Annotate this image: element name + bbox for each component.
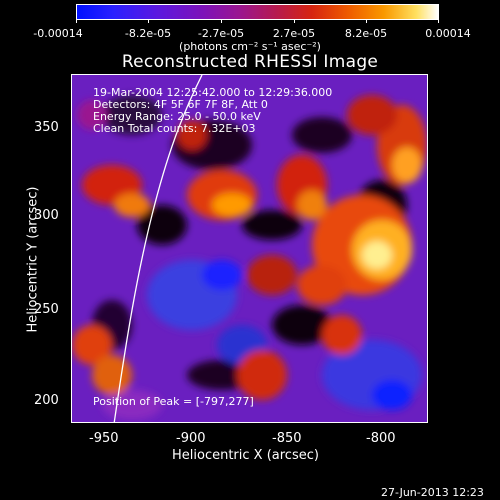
generation-date: 27-Jun-2013 12:23: [381, 486, 484, 499]
heatmap-image: [72, 75, 427, 422]
x-axis-label: Heliocentric X (arcsec): [172, 448, 319, 463]
heatmap-plot: [71, 74, 428, 423]
x-tick-label: -850: [272, 431, 302, 446]
x-tick-label: -900: [176, 431, 206, 446]
colorbar-tick: [438, 19, 439, 23]
plot-title: Reconstructed RHESSI Image: [121, 52, 379, 72]
colorbar-tick-label: -2.7e-05: [197, 27, 245, 40]
time-range-text: 19-Mar-2004 12:25:42.000 to 12:29:36.000: [93, 86, 333, 99]
detectors-text: Detectors: 4F 5F 6F 7F 8F, Att 0: [93, 98, 268, 111]
x-tick-label: -800: [366, 431, 396, 446]
y-tick-label: 350: [34, 120, 59, 135]
colorbar-tick: [294, 19, 295, 23]
colorbar-tick-label: 2.7e-05: [272, 27, 316, 40]
x-tick-label: -950: [89, 431, 119, 446]
y-tick-label: 250: [34, 302, 59, 317]
colorbar-tick-label: -8.2e-05: [124, 27, 172, 40]
colorbar-tick: [221, 19, 222, 23]
colorbar-units: (photons cm⁻² s⁻¹ asec⁻²): [179, 40, 321, 53]
energy-range-text: Energy Range: 25.0 - 50.0 keV: [93, 110, 261, 123]
y-tick-label: 200: [34, 393, 59, 408]
y-axis-label: Heliocentric Y (arcsec): [25, 186, 41, 333]
peak-position-text: Position of Peak = [-797,277]: [93, 395, 254, 408]
colorbar-tick-label: 8.2e-05: [344, 27, 388, 40]
y-tick-label: 300: [34, 208, 59, 223]
colorbar: [76, 4, 439, 20]
colorbar-tick: [148, 19, 149, 23]
colorbar-tick: [76, 19, 77, 23]
colorbar-tick-label: 0.00014: [425, 27, 471, 40]
colorbar-tick-label: -0.00014: [33, 27, 83, 40]
clean-counts-text: Clean Total counts: 7.32E+03: [93, 122, 256, 135]
solar-limb-curve: [113, 75, 203, 422]
colorbar-tick: [366, 19, 367, 23]
